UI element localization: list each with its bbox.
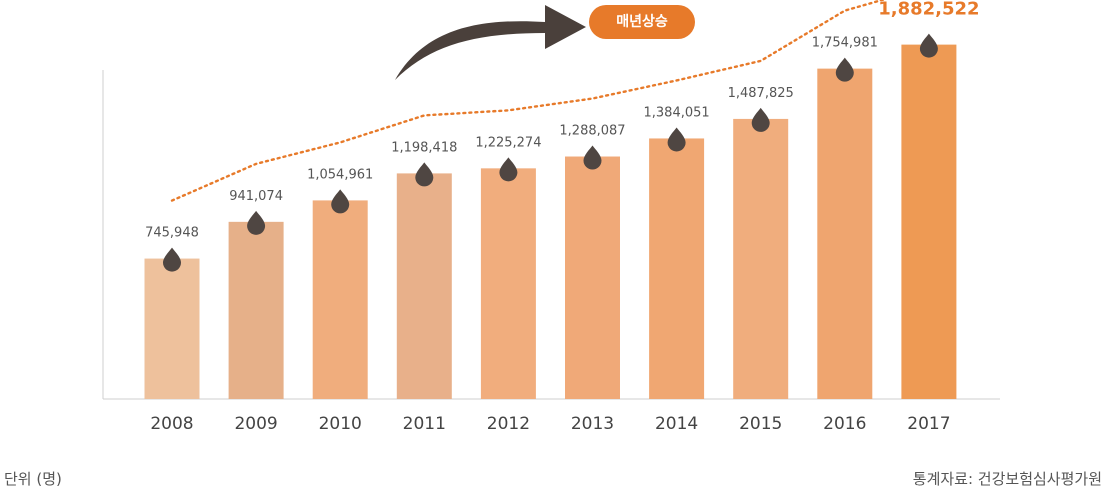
drop-marker-2014 bbox=[667, 127, 686, 152]
drop-marker-2016 bbox=[835, 57, 854, 82]
bar-2014 bbox=[649, 138, 705, 399]
x-tick-label-2012: 2012 bbox=[487, 414, 530, 434]
value-label-2014: 1,384,051 bbox=[644, 105, 710, 120]
drop-marker-2008 bbox=[163, 247, 181, 272]
bar-2015 bbox=[733, 118, 789, 400]
x-tick-label-2015: 2015 bbox=[739, 414, 782, 434]
x-tick-label-2009: 2009 bbox=[234, 414, 277, 434]
bar-2012 bbox=[480, 168, 536, 399]
unit-label: 단위 (명) bbox=[4, 470, 62, 488]
value-label-2017: 1,882,522 bbox=[878, 0, 979, 20]
source-label: 통계자료: 건강보험심사평가원 bbox=[912, 470, 1102, 488]
trend-badge: 매년상승 bbox=[589, 5, 695, 39]
bar-2008 bbox=[144, 258, 200, 399]
drop-marker-2012 bbox=[499, 157, 518, 182]
x-tick-label-2010: 2010 bbox=[319, 414, 362, 434]
bar-2009 bbox=[228, 221, 284, 399]
drop-marker-2013 bbox=[583, 145, 602, 170]
x-tick-label-2013: 2013 bbox=[571, 414, 614, 434]
drop-marker-2011 bbox=[415, 162, 434, 187]
drop-marker-2010 bbox=[331, 189, 350, 214]
x-tick-label-2008: 2008 bbox=[150, 414, 193, 434]
value-label-2008: 745,948 bbox=[145, 226, 199, 241]
bar-2016 bbox=[817, 68, 873, 400]
bar-2017 bbox=[901, 44, 957, 399]
drop-marker-2017 bbox=[919, 33, 938, 58]
value-label-2010: 1,054,961 bbox=[307, 167, 373, 182]
x-tick-label-2011: 2011 bbox=[403, 414, 446, 434]
x-tick-label-2014: 2014 bbox=[655, 414, 698, 434]
bar-2010 bbox=[312, 200, 368, 399]
value-label-2013: 1,288,087 bbox=[559, 124, 625, 139]
drop-marker-2009 bbox=[247, 210, 266, 235]
drop-marker-2015 bbox=[751, 107, 770, 132]
value-label-2009: 941,074 bbox=[229, 189, 283, 204]
trend-line bbox=[170, 0, 887, 202]
bar-2011 bbox=[396, 173, 452, 399]
value-label-2012: 1,225,274 bbox=[475, 135, 541, 150]
bar-2013 bbox=[565, 156, 620, 399]
x-tick-label-2016: 2016 bbox=[823, 414, 866, 434]
value-label-2016: 1,754,981 bbox=[812, 36, 878, 51]
rising-arrow-icon bbox=[395, 5, 586, 80]
x-tick-label-2017: 2017 bbox=[907, 414, 950, 434]
value-label-2015: 1,487,825 bbox=[728, 86, 794, 101]
value-label-2011: 1,198,418 bbox=[391, 140, 457, 155]
